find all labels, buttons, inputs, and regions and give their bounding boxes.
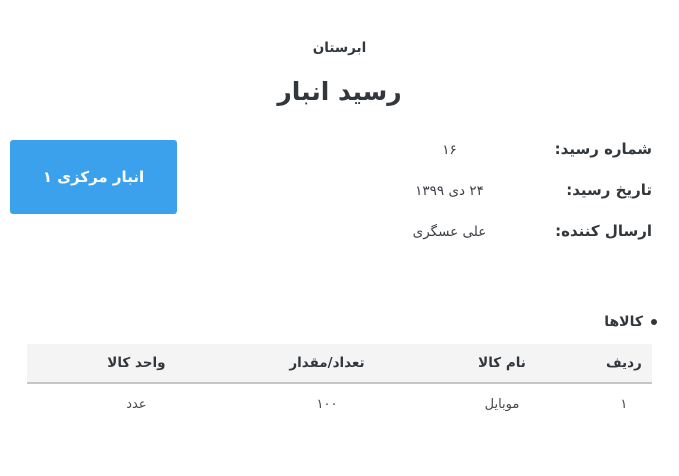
items-table: ردیف نام کالا تعداد/مقدار واحد کالا ۱ مو… — [27, 343, 652, 425]
receipt-number-value: ۱۶ — [442, 141, 457, 158]
receipt-number-label: شماره رسید: — [554, 139, 652, 158]
receipt-details: شماره رسید: ۱۶ تاریخ رسید: ۲۴ دی ۱۳۹۹ ار… — [200, 140, 652, 242]
table-row: ۱ موبایل ۱۰۰ عدد — [27, 383, 652, 425]
sender-label: ارسال کننده: — [555, 221, 652, 240]
sender-value: علی عسگری — [412, 223, 487, 240]
items-table-header: ردیف نام کالا تعداد/مقدار واحد کالا — [27, 343, 652, 383]
cell-row-number: ۱ — [620, 396, 628, 412]
brand-text: ابرستان — [312, 40, 367, 56]
cell-unit: عدد — [126, 396, 147, 412]
page-title: رسید انبار — [277, 76, 402, 106]
receipt-date-value: ۲۴ دی ۱۳۹۹ — [415, 182, 484, 199]
items-section: کالاها ردیف نام کالا تعداد/مقدار واحد کا… — [0, 312, 679, 425]
receipt-date-label: تاریخ رسید: — [566, 180, 652, 199]
header-row-number: ردیف — [605, 354, 642, 371]
detail-row-receipt-number: شماره رسید: ۱۶ — [200, 140, 652, 160]
cell-item-name: موبایل — [484, 396, 520, 412]
receipt-info-section: انبار مرکزی ۱ شماره رسید: ۱۶ تاریخ رسید:… — [0, 139, 679, 244]
header-quantity: تعداد/مقدار — [289, 354, 365, 371]
header-unit: واحد کالا — [107, 354, 166, 371]
bullet-icon — [651, 318, 657, 325]
items-heading-label: کالاها — [604, 313, 643, 330]
items-heading: کالاها — [0, 312, 657, 332]
items-table-body: ۱ موبایل ۱۰۰ عدد — [27, 383, 652, 425]
table-header-row: ردیف نام کالا تعداد/مقدار واحد کالا — [27, 343, 652, 383]
cell-quantity: ۱۰۰ — [316, 396, 338, 412]
detail-row-receipt-date: تاریخ رسید: ۲۴ دی ۱۳۹۹ — [200, 181, 652, 201]
header-item-name: نام کالا — [478, 354, 526, 371]
warehouse-button[interactable]: انبار مرکزی ۱ — [10, 139, 177, 214]
detail-row-sender: ارسال کننده: علی عسگری — [200, 222, 652, 242]
